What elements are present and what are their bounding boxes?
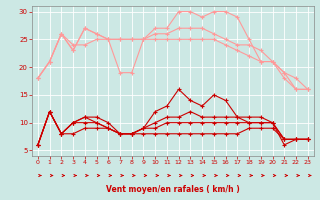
X-axis label: Vent moyen/en rafales ( km/h ): Vent moyen/en rafales ( km/h ) bbox=[106, 185, 240, 194]
